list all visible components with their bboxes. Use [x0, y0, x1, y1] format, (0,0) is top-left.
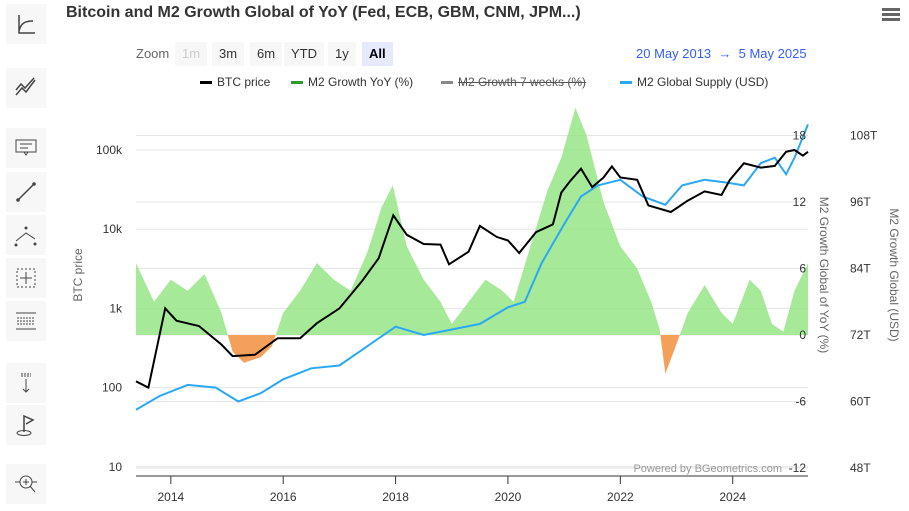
x-tick-label: 2016	[270, 490, 297, 504]
tool-elliott-wave[interactable]	[6, 215, 46, 255]
growth-axis-title: M2 Growth Global of YoY (%)	[817, 197, 831, 354]
tool-vertical-counter[interactable]	[6, 363, 46, 403]
zoom-button-1y[interactable]: 1y	[328, 42, 356, 66]
legend-label: M2 Growth YoY (%)	[308, 75, 414, 89]
trend-icon	[18, 15, 35, 34]
tool-crosshair-measure[interactable]	[6, 258, 46, 298]
zoom-pan-icon	[15, 475, 37, 493]
zoom-button-ytd[interactable]: YTD	[284, 42, 324, 66]
growth-axis-label: -6	[795, 395, 806, 409]
supply-axis-label: 48T	[850, 461, 871, 475]
x-tick-label: 2022	[607, 490, 634, 504]
legend-item[interactable]: M2 Growth 7 weeks (%)	[441, 75, 586, 89]
btc-axis-label: 1k	[109, 301, 123, 315]
x-tick-label: 2014	[157, 490, 184, 504]
text-annotation-icon	[15, 139, 37, 156]
flag-icon	[16, 414, 35, 436]
btc-axis-label: 10k	[103, 222, 123, 236]
btc-price-line	[135, 148, 809, 390]
supply-axis-label: 72T	[850, 328, 871, 342]
growth-axis-label: 6	[799, 262, 806, 276]
line-segment-icon	[16, 182, 36, 202]
btc-axis-title: BTC price	[71, 248, 85, 302]
supply-axis-label: 108T	[850, 129, 878, 143]
legend-item[interactable]: M2 Global Supply (USD)	[620, 75, 768, 89]
tool-zoom-pan[interactable]	[6, 464, 46, 504]
chart-title: Bitcoin and M2 Growth Global of YoY (Fed…	[66, 4, 581, 21]
btc-axis-label: 10	[109, 460, 123, 474]
legend-label: M2 Growth 7 weeks (%)	[458, 75, 587, 89]
parallel-lines-icon	[15, 77, 36, 96]
btc-axis-label: 100k	[96, 143, 123, 157]
legend-label: M2 Global Supply (USD)	[637, 75, 769, 89]
supply-axis-label: 84T	[850, 262, 871, 276]
elliott-wave-icon	[14, 226, 37, 247]
tool-flag[interactable]	[6, 405, 46, 445]
growth-axis-label: 12	[793, 195, 807, 209]
supply-axis-title: M2 Growth Global (USD)	[887, 208, 901, 341]
tool-fibonacci[interactable]	[6, 301, 46, 341]
supply-axis-label: 60T	[850, 395, 871, 409]
tool-text-annotation[interactable]	[6, 128, 46, 168]
zoom-label: Zoom	[136, 46, 170, 61]
growth-axis-label: -12	[789, 461, 807, 475]
range-to[interactable]: 5 May 2025	[738, 46, 807, 61]
m2-growth-area-positive	[136, 107, 808, 335]
supply-axis-label: 96T	[850, 195, 871, 209]
zoom-button-6m[interactable]: 6m	[250, 42, 283, 66]
vertical-counter-icon	[21, 373, 31, 393]
credits-link[interactable]: Powered by BGeometrics.com	[633, 463, 782, 475]
x-tick-label: 2018	[382, 490, 409, 504]
legend-item[interactable]: BTC price	[200, 75, 270, 89]
legend-item[interactable]: M2 Growth YoY (%)	[291, 75, 413, 89]
tool-trend[interactable]	[6, 4, 46, 44]
fibonacci-icon	[16, 312, 36, 330]
tool-line-segment[interactable]	[6, 172, 46, 212]
zoom-button-1m[interactable]: 1m	[175, 42, 208, 66]
growth-axis-label: 0	[799, 328, 806, 342]
zoom-button-3m[interactable]: 3m	[212, 42, 245, 66]
date-range[interactable]: 20 May 2013 → 5 May 2025	[636, 46, 807, 61]
legend-swatch	[441, 80, 453, 84]
zoom-button-all[interactable]: All	[362, 42, 393, 66]
range-from[interactable]: 20 May 2013	[636, 46, 712, 61]
hamburger-menu-icon[interactable]	[882, 8, 900, 22]
m2-supply-line	[135, 124, 809, 411]
x-tick-label: 2020	[495, 490, 522, 504]
x-tick-label: 2024	[719, 490, 746, 504]
range-arrow: →	[718, 46, 732, 61]
legend-swatch	[291, 80, 303, 84]
legend-swatch	[200, 80, 212, 84]
btc-axis-label: 100	[102, 381, 122, 395]
tool-parallel-lines[interactable]	[6, 68, 46, 108]
legend-label: BTC price	[217, 75, 271, 89]
crosshair-measure-icon	[16, 268, 36, 288]
legend-swatch	[620, 80, 632, 84]
growth-axis-label: 18	[793, 129, 807, 143]
